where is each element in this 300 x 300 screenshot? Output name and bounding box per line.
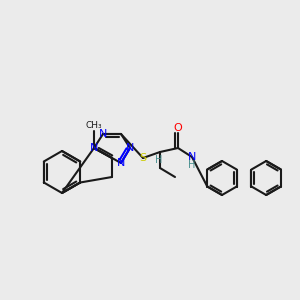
Text: O: O [174, 123, 182, 133]
Text: N: N [99, 129, 107, 139]
Text: N: N [188, 152, 196, 162]
Text: H: H [155, 155, 163, 165]
Text: S: S [140, 153, 147, 163]
Text: CH₃: CH₃ [86, 122, 102, 130]
Text: N: N [117, 158, 125, 168]
Text: N: N [90, 143, 98, 153]
Text: H: H [188, 160, 196, 170]
Text: N: N [126, 143, 134, 153]
